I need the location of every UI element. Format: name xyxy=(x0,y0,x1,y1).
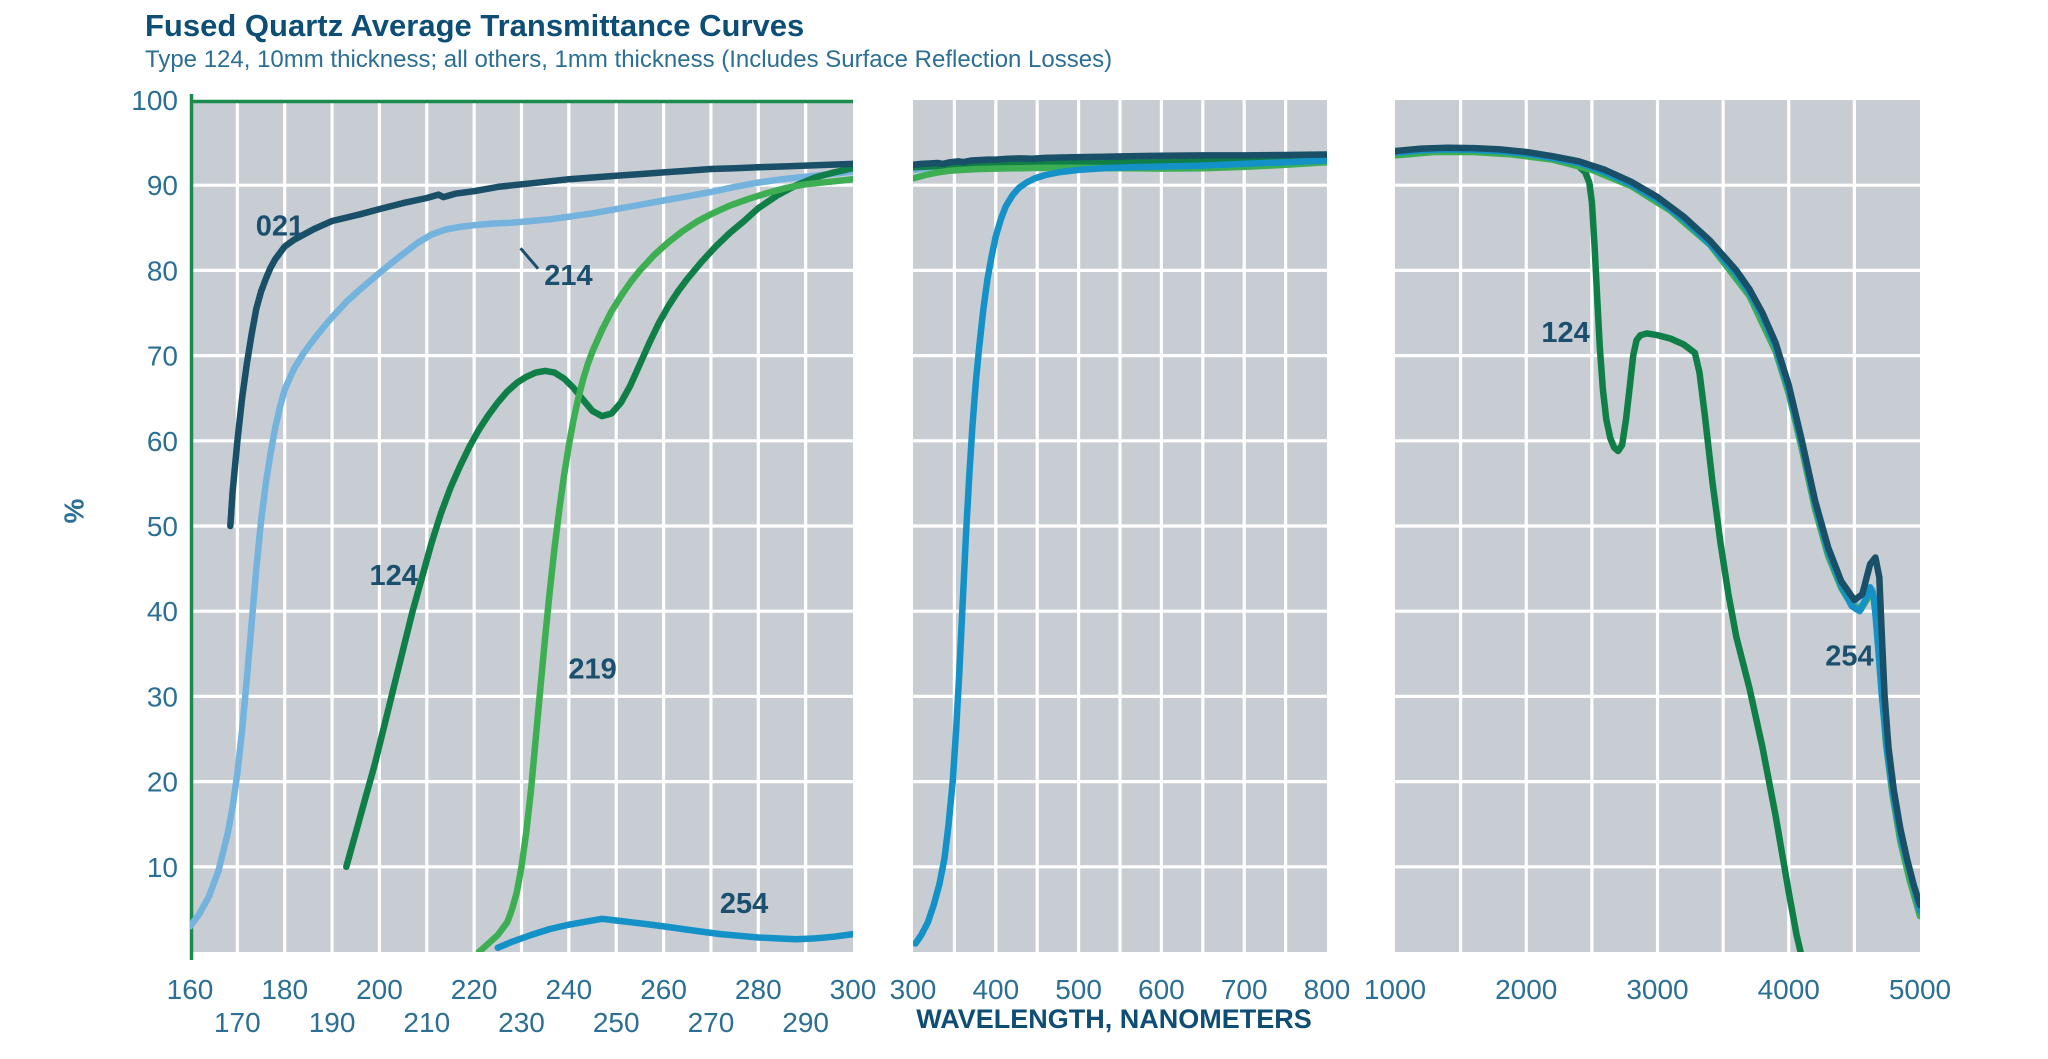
y-tick-label: 20 xyxy=(147,767,178,798)
curve-254 xyxy=(494,915,853,951)
x-tick-label: 290 xyxy=(782,1007,829,1038)
curve-124 xyxy=(343,164,853,871)
panel-uv-x-ticks: 160 180 200 220 240 260 280 300 170 190 210 230 250 2… xyxy=(167,974,877,1038)
y-tick-label: 10 xyxy=(147,852,178,883)
x-tick-label: 190 xyxy=(309,1007,356,1038)
y-tick-label: 70 xyxy=(147,341,178,372)
x-tick-label: 800 xyxy=(1304,974,1351,1005)
x-tick-label: 5000 xyxy=(1889,974,1951,1005)
curve-219 xyxy=(475,175,853,952)
x-tick-label: 270 xyxy=(688,1007,735,1038)
panel-visible-grid xyxy=(913,100,1327,952)
y-tick-label: 50 xyxy=(147,511,178,542)
x-tick-label: 220 xyxy=(451,974,498,1005)
x-tick-label: 210 xyxy=(403,1007,450,1038)
curve-124 xyxy=(913,155,1327,171)
x-tick-label: 500 xyxy=(1055,974,1102,1005)
x-tick-label: 300 xyxy=(890,974,937,1005)
curve-021 xyxy=(1395,144,1920,909)
curve-254 xyxy=(913,157,1327,947)
x-tick-label: 160 xyxy=(167,974,214,1005)
curve-021 xyxy=(913,151,1327,169)
curve-label-254: 254 xyxy=(720,888,768,920)
y-tick-label: 40 xyxy=(147,596,178,627)
panel-uv-grid xyxy=(190,100,853,952)
panel-visible: 300 400 500 600 700 800 xyxy=(890,100,1351,1005)
y-tick-labels: 10 20 30 40 50 60 70 80 90 100 xyxy=(131,85,178,883)
x-tick-label: 4000 xyxy=(1758,974,1820,1005)
chart-title: Fused Quartz Average Transmittance Curve… xyxy=(145,8,805,43)
curve-label-021: 021 xyxy=(256,210,304,242)
panel-visible-x-ticks: 300 400 500 600 700 800 xyxy=(890,974,1351,1005)
x-tick-label: 200 xyxy=(356,974,403,1005)
y-tick-label: 90 xyxy=(147,170,178,201)
x-tick-label: 240 xyxy=(545,974,592,1005)
y-tick-label: 100 xyxy=(131,85,178,116)
panel-infrared: 124 254 1000 2000 3000 4000 5000 xyxy=(1364,100,1951,1005)
x-tick-label: 280 xyxy=(735,974,782,1005)
x-tick-label: 2000 xyxy=(1495,974,1557,1005)
curve-label-219: 219 xyxy=(568,653,616,685)
x-tick-label: 700 xyxy=(1221,974,1268,1005)
curve-label-214: 214 xyxy=(544,260,592,292)
x-tick-label: 600 xyxy=(1138,974,1185,1005)
curve-021 xyxy=(227,160,853,530)
x-tick-label: 230 xyxy=(498,1007,545,1038)
y-tick-label: 30 xyxy=(147,681,178,712)
curve-label-254: 254 xyxy=(1825,641,1873,673)
y-axis-line xyxy=(189,94,853,960)
x-tick-label: 250 xyxy=(593,1007,640,1038)
curve-label-124: 124 xyxy=(369,560,417,592)
x-tick-label: 400 xyxy=(972,974,1019,1005)
x-tick-label: 1000 xyxy=(1364,974,1426,1005)
x-tick-label: 170 xyxy=(214,1007,261,1038)
x-axis-label: WAVELENGTH, NANOMETERS xyxy=(916,1004,1312,1034)
curve-label-leader-214 xyxy=(519,247,540,270)
curve-214 xyxy=(190,168,853,930)
y-tick-label: 60 xyxy=(147,426,178,457)
chart-subtitle: Type 124, 10mm thickness; all others, 1m… xyxy=(145,46,1113,73)
y-tick-label: 80 xyxy=(147,255,178,286)
x-tick-label: 3000 xyxy=(1626,974,1688,1005)
x-tick-label: 260 xyxy=(640,974,687,1005)
curve-label-124: 124 xyxy=(1541,317,1589,349)
x-tick-label: 180 xyxy=(261,974,308,1005)
x-tick-label: 300 xyxy=(830,974,877,1005)
panel-infrared-x-ticks: 1000 2000 3000 4000 5000 xyxy=(1364,974,1951,1005)
